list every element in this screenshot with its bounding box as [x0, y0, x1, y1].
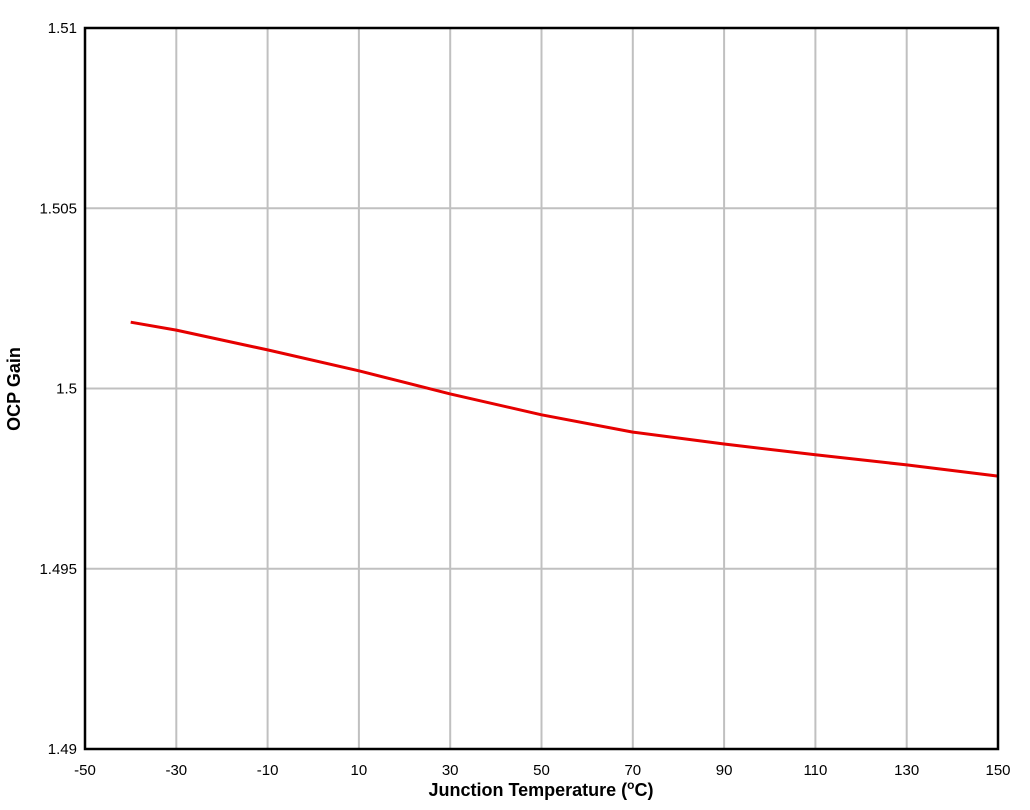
x-tick-label: 10 — [351, 762, 368, 779]
y-tick-label: 1.495 — [39, 561, 77, 578]
x-tick-label: -10 — [257, 762, 279, 779]
x-tick-label: -50 — [74, 762, 96, 779]
y-axis-ticks: 1.49 1.495 1.5 1.505 1.51 — [39, 20, 77, 758]
series-line — [130, 320, 999, 478]
x-axis-ticks: -50 -30 -10 10 30 50 70 90 110 130 150 — [74, 762, 1010, 779]
grid-lines — [84, 27, 999, 750]
x-tick-label: 70 — [624, 762, 641, 779]
x-tick-label: 30 — [442, 762, 459, 779]
y-tick-label: 1.49 — [48, 741, 77, 758]
plot-frame — [83, 26, 1000, 751]
x-tick-label: -30 — [165, 762, 187, 779]
x-tick-label: 110 — [803, 762, 827, 779]
y-tick-label: 1.51 — [48, 20, 77, 37]
x-tick-label: 150 — [985, 762, 1010, 779]
x-tick-label: 50 — [533, 762, 550, 779]
y-axis-title: OCP Gain — [4, 347, 24, 431]
x-tick-label: 130 — [894, 762, 919, 779]
y-tick-label: 1.5 — [56, 381, 77, 398]
data-series — [130, 320, 999, 478]
x-tick-label: 90 — [716, 762, 733, 779]
y-tick-label: 1.505 — [39, 200, 77, 217]
x-axis-title: Junction Temperature (oC) — [428, 778, 653, 800]
